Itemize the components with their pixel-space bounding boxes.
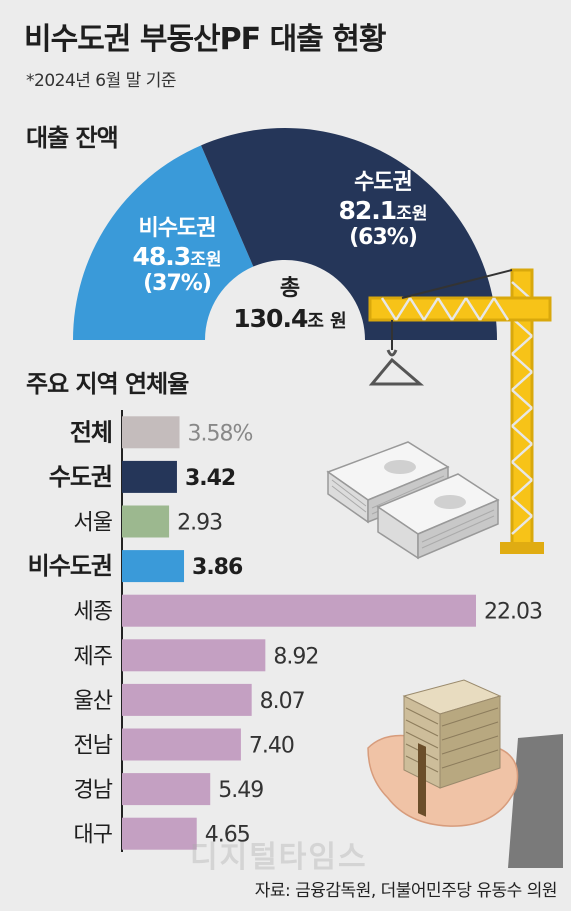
source-text: 자료: 금융감독원, 더불어민주당 유동수 의원	[254, 881, 558, 901]
bar-category-label-4: 세종	[74, 600, 113, 625]
capital-slice-value: 82.1	[338, 195, 398, 225]
capital-slice-name: 수도권	[354, 170, 413, 195]
bar-5	[122, 639, 266, 672]
non-capital-slice-value: 48.3	[132, 241, 192, 271]
bar-value-label-6: 8.07	[260, 689, 305, 714]
donut-total-unit: 조 원	[307, 310, 347, 332]
page-title: 비수도권 부동산PF 대출 현황	[24, 22, 386, 57]
bar-7	[122, 728, 241, 761]
bar-3	[122, 550, 185, 583]
watermark-text: 디지털타임스	[190, 840, 368, 875]
donut-total-value: 130.4	[233, 303, 308, 333]
loan-balance-donut-chart	[73, 128, 497, 340]
bar-value-label-0: 3.58%	[188, 421, 253, 446]
bar-6	[122, 683, 252, 716]
non-capital-slice-label: 비수도권 48.3조원 (37%)	[112, 216, 242, 297]
bar-4	[122, 594, 476, 627]
bar-value-label-7: 7.40	[249, 734, 294, 759]
money-stacks-icon	[326, 441, 500, 560]
capital-slice-pct: (63%)	[349, 225, 418, 251]
bar-category-label-3: 비수도권	[28, 552, 112, 580]
non-capital-slice-pct: (37%)	[143, 271, 212, 297]
hand-with-money-icon	[367, 679, 563, 868]
bar-value-label-8: 5.49	[218, 778, 263, 803]
bar-9	[122, 817, 197, 850]
page-subtitle: *2024년 6월 말 기준	[26, 71, 177, 91]
bar-2	[122, 505, 170, 538]
bar-category-label-0: 전체	[70, 418, 112, 446]
donut-total-name: 총	[279, 276, 301, 301]
bar-category-label-5: 제주	[74, 644, 113, 669]
bar-category-label-7: 전남	[74, 734, 113, 759]
crane-icon	[368, 268, 552, 554]
bar-value-label-2: 2.93	[177, 511, 222, 536]
donut-slice-0	[73, 145, 254, 340]
bar-category-label-1: 수도권	[49, 463, 112, 491]
bar-value-label-4: 22.03	[484, 600, 542, 625]
bar-category-label-6: 울산	[74, 689, 113, 714]
bar-value-label-3: 3.86	[192, 555, 243, 580]
bar-0	[122, 416, 180, 449]
bar-value-label-1: 3.42	[185, 466, 235, 491]
loan-balance-heading: 대출 잔액	[26, 124, 119, 152]
bar-value-label-9: 4.65	[205, 823, 250, 848]
bar-8	[122, 773, 211, 806]
non-capital-slice-unit: 조원	[190, 249, 222, 270]
bar-category-label-9: 대구	[74, 823, 113, 848]
donut-slice-1	[201, 128, 497, 340]
bar-1	[122, 460, 177, 493]
delinquency-heading: 주요 지역 연체율	[26, 370, 189, 398]
bar-category-label-8: 경남	[74, 778, 113, 803]
capital-slice-unit: 조원	[396, 203, 428, 224]
donut-total-label: 총 130.4조 원	[220, 275, 360, 334]
bar-value-label-5: 8.92	[273, 644, 318, 669]
bar-category-label-2: 서울	[74, 511, 113, 536]
capital-slice-label: 수도권 82.1조원 (63%)	[318, 170, 448, 251]
non-capital-slice-name: 비수도권	[138, 216, 217, 241]
